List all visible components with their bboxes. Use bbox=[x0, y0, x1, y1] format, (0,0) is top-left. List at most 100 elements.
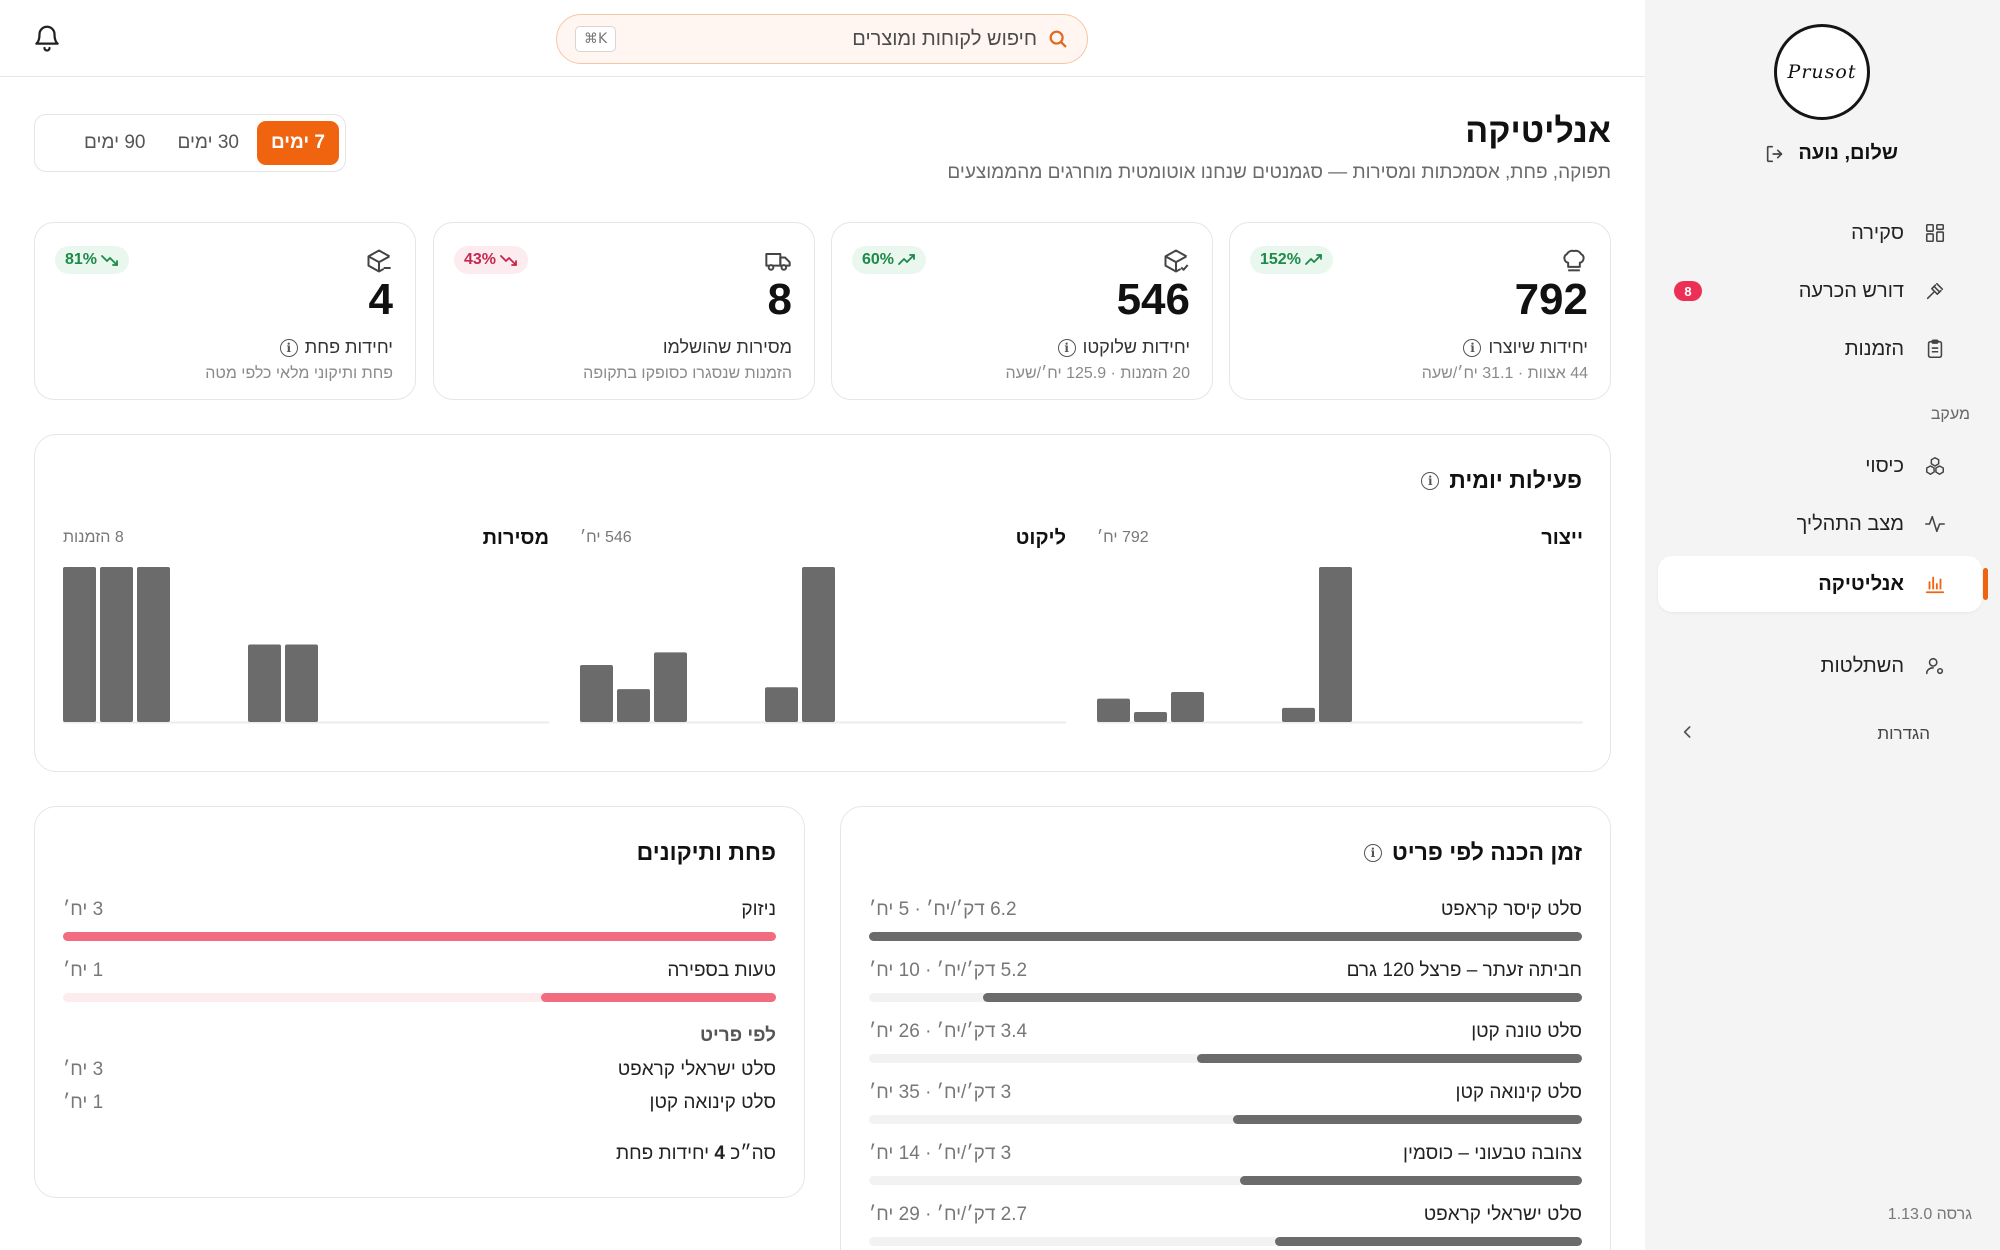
logout-icon[interactable] bbox=[1764, 143, 1786, 165]
prep-item-name: סלט קיסר קראפט bbox=[1440, 899, 1582, 920]
prep-track bbox=[869, 1115, 1582, 1124]
item-value: 3 יח׳ bbox=[63, 1059, 104, 1080]
chart-bar[interactable] bbox=[1319, 567, 1352, 722]
by-item-heading: לפי פריט bbox=[699, 1025, 776, 1046]
chart-bar[interactable] bbox=[765, 687, 798, 722]
reason-track bbox=[63, 993, 776, 1002]
range-7-days-button[interactable]: 7 ימים bbox=[256, 121, 339, 165]
truck-icon bbox=[765, 253, 791, 271]
kpi-label: יחידות שיוצרו i bbox=[1463, 337, 1588, 358]
waste-total: סה״כ 4 יחידות פחת bbox=[616, 1143, 776, 1164]
chart-bar[interactable] bbox=[137, 567, 170, 722]
bar-chart: 08/0914/09 bbox=[63, 567, 549, 724]
waste-item-row: סלט קינואה קטן 1 יח׳ bbox=[63, 1092, 776, 1120]
sidebar-settings-toggle[interactable]: הגדרות bbox=[1658, 716, 1982, 752]
chart-bar[interactable] bbox=[63, 567, 96, 722]
sidebar-item-takeover[interactable]: השתלטות bbox=[1658, 638, 1982, 694]
clipboard-icon bbox=[1927, 339, 1943, 359]
page-subtitle: תפוקה, פחת, אסמכתות ומסירות — סגמנטים שנ… bbox=[947, 162, 1611, 183]
reason-value: 3 יח׳ bbox=[63, 899, 104, 920]
pulse-icon bbox=[1925, 515, 1945, 533]
info-icon[interactable]: i bbox=[1363, 843, 1382, 862]
brand-logo[interactable]: Prusot bbox=[1774, 24, 1870, 120]
daily-activity-title: פעילות יומית i bbox=[1421, 467, 1582, 494]
kpi-value: 792 bbox=[1514, 275, 1588, 324]
reason-value: 1 יח׳ bbox=[63, 960, 104, 981]
daily-chart-picking: ליקוט 546 יח׳ 08/0914/09 bbox=[580, 527, 1066, 757]
cubes-icon bbox=[1926, 457, 1944, 475]
chevron-left-icon bbox=[1683, 726, 1691, 738]
waste-item-row: סלט ישראלי קראפט 3 יח׳ bbox=[63, 1059, 776, 1087]
gavel-icon bbox=[1926, 282, 1944, 300]
reason-track bbox=[63, 932, 776, 941]
chart-bar[interactable] bbox=[1282, 707, 1315, 722]
chart-bar[interactable] bbox=[1171, 692, 1204, 722]
kpi-card-produced: 152% 792 יחידות שיוצרו i 44 אצוות · 31.1… bbox=[1229, 222, 1611, 400]
prep-item-value: 3 דק׳/יח׳ · 35 יח׳ bbox=[869, 1082, 1012, 1103]
box-minus-icon bbox=[367, 249, 391, 273]
sidebar-item-overview[interactable]: סקירה bbox=[1658, 205, 1982, 261]
prep-item-value: 5.2 דק׳/יח׳ · 10 יח׳ bbox=[869, 960, 1028, 981]
sidebar-item-decisions[interactable]: דורש הכרעה 8 bbox=[1658, 263, 1982, 319]
chart-bar[interactable] bbox=[580, 665, 613, 722]
chart-bar[interactable] bbox=[100, 567, 133, 722]
waste-reason-row: ניזוק 3 יח׳ bbox=[63, 899, 776, 955]
sidebar-item-label: כיסוי bbox=[1865, 454, 1904, 477]
item-name: סלט ישראלי קראפט bbox=[617, 1059, 776, 1080]
daily-chart-production: ייצור 792 יח׳ 08/0914/09 bbox=[1097, 527, 1583, 757]
chart-bar[interactable] bbox=[285, 644, 318, 723]
range-30-days-button[interactable]: 30 ימים bbox=[177, 132, 239, 153]
user-cog-icon bbox=[1925, 657, 1944, 675]
search-icon bbox=[1049, 30, 1067, 48]
sidebar-item-coverage[interactable]: כיסוי bbox=[1658, 438, 1982, 494]
chart-bar[interactable] bbox=[248, 644, 281, 723]
search-input[interactable]: חיפוש לקוחות ומוצרים bbox=[852, 27, 1037, 50]
prep-item-value: 6.2 דק׳/יח׳ · 5 יח׳ bbox=[869, 899, 1017, 920]
prep-track bbox=[869, 1237, 1582, 1246]
prep-row: סלט קינואה קטן 3 דק׳/יח׳ · 35 יח׳ bbox=[869, 1082, 1582, 1138]
info-icon[interactable]: i bbox=[1421, 471, 1440, 490]
item-name: סלט קינואה קטן bbox=[649, 1092, 776, 1113]
prep-row: חביתה זעתר – פרצל 120 גרם 5.2 דק׳/יח׳ · 1… bbox=[869, 960, 1582, 1016]
chart-total: 546 יח׳ bbox=[580, 529, 632, 546]
prep-time-card: זמן הכנה לפי פריט i סלט קיסר קראפט 6.2 דק… bbox=[840, 806, 1611, 1250]
waste-card: פחת ותיקונים ניזוק 3 יח׳ טעות בספירה 1 י… bbox=[34, 806, 805, 1198]
kpi-value: 546 bbox=[1116, 275, 1190, 324]
chart-bar[interactable] bbox=[1134, 712, 1167, 722]
search-bar[interactable]: חיפוש לקוחות ומוצרים ⌘K bbox=[556, 14, 1088, 64]
prep-bar bbox=[1239, 1176, 1582, 1185]
kpi-change-badge: 60% bbox=[852, 246, 927, 274]
chart-bar[interactable] bbox=[802, 567, 835, 722]
sidebar-item-analytics[interactable]: אנליטיקה bbox=[1658, 556, 1982, 612]
range-90-days-button[interactable]: 90 ימים bbox=[83, 132, 146, 153]
chef-hat-icon bbox=[1563, 249, 1585, 272]
sidebar-item-label: השתלטות bbox=[1820, 654, 1904, 677]
sidebar-item-process-status[interactable]: מצב התהליך bbox=[1658, 496, 1982, 552]
prep-item-name: חביתה זעתר – פרצל 120 גרם bbox=[1346, 960, 1582, 981]
app-version: גרסה 1.13.0 bbox=[1887, 1206, 1972, 1223]
info-icon[interactable]: i bbox=[1463, 338, 1482, 357]
prep-time-title: זמן הכנה לפי פריט i bbox=[1363, 839, 1582, 866]
prep-row: סלט ישראלי קראפט 2.7 דק׳/יח׳ · 29 יח׳ bbox=[869, 1204, 1582, 1250]
reason-bar bbox=[63, 932, 776, 941]
chart-bar[interactable] bbox=[1097, 698, 1130, 722]
kpi-card-deliveries: 43% 8 מסירות שהושלמו הזמנות שנסגרו כסופק… bbox=[433, 222, 815, 400]
sidebar-item-orders[interactable]: הזמנות bbox=[1658, 321, 1982, 377]
sidebar-item-label: דורש הכרעה bbox=[1798, 279, 1904, 302]
prep-bar bbox=[869, 932, 1582, 941]
chart-bar[interactable] bbox=[654, 652, 687, 722]
kpi-card-picked: 60% 546 יחידות שלוקטו i 20 הזמנות · 125.… bbox=[831, 222, 1213, 400]
greeting-text: שלום, נועה bbox=[1798, 142, 1898, 164]
kpi-change-badge: 81% bbox=[55, 246, 130, 274]
bell-icon[interactable] bbox=[32, 23, 62, 53]
bar-chart: 08/0914/09 bbox=[580, 567, 1066, 724]
daily-activity-card: פעילות יומית i ייצור 792 יח׳ 08/0914/09 … bbox=[34, 434, 1611, 772]
chart-total: 792 יח׳ bbox=[1097, 529, 1149, 546]
prep-row: סלט טונה קטן 3.4 דק׳/יח׳ · 26 יח׳ bbox=[869, 1021, 1582, 1077]
info-icon[interactable]: i bbox=[1057, 338, 1076, 357]
prep-item-name: סלט קינואה קטן bbox=[1455, 1082, 1582, 1103]
chart-bar[interactable] bbox=[617, 689, 650, 722]
reason-name: ניזוק bbox=[741, 899, 776, 920]
info-icon[interactable]: i bbox=[279, 338, 298, 357]
box-check-icon bbox=[1164, 249, 1189, 273]
